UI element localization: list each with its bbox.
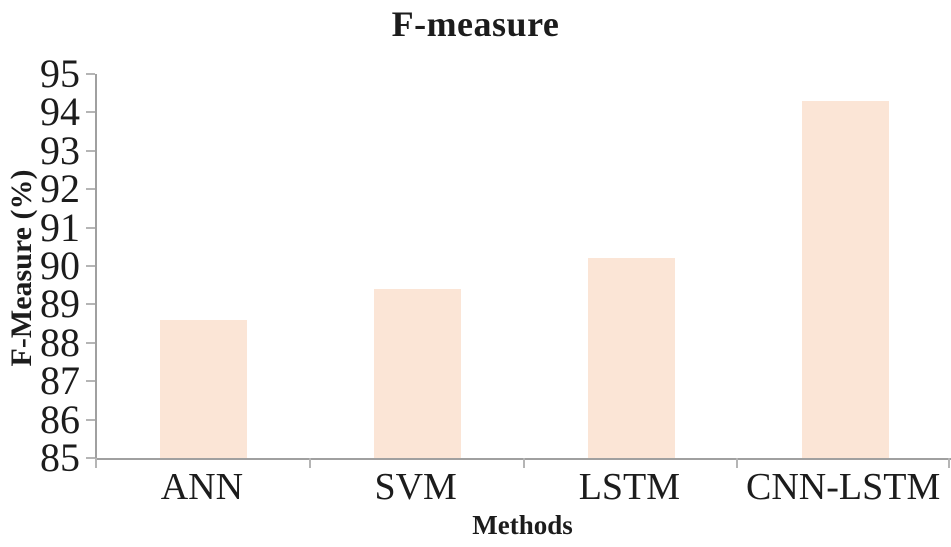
- y-tick-91: [86, 226, 95, 229]
- y-tick-88: [86, 341, 95, 344]
- y-tick-label-87: 87: [40, 358, 80, 404]
- y-tick-90: [86, 265, 95, 267]
- x-tick-boundary-1: [308, 458, 311, 468]
- x-tick-boundary-3: [736, 458, 739, 468]
- y-tick-label-88: 88: [40, 319, 80, 365]
- x-tick-label-ann: ANN: [160, 466, 244, 508]
- x-tick-label-lstm: LSTM: [578, 466, 681, 508]
- bar-cnn-lstm: [801, 100, 889, 458]
- y-tick-label-89: 89: [40, 281, 80, 327]
- x-tick-boundary-4: [948, 458, 950, 468]
- y-tick-93: [86, 149, 95, 152]
- y-tick-89: [86, 303, 95, 306]
- chart-title: F-measure: [391, 4, 560, 44]
- plot-area: [95, 74, 951, 460]
- y-tick-label-93: 93: [40, 127, 80, 173]
- x-axis-title: Methods: [472, 510, 573, 540]
- y-tick-label-94: 94: [40, 89, 80, 135]
- bar-lstm: [587, 258, 675, 458]
- bar-svm: [374, 289, 462, 458]
- y-tick-label-95: 95: [40, 51, 80, 96]
- y-tick-label-86: 86: [40, 396, 80, 442]
- y-tick-85: [86, 457, 95, 459]
- x-tick-label-cnn-lstm: CNN-LSTM: [746, 466, 941, 508]
- bar-ann: [160, 319, 248, 458]
- x-tick-boundary-2: [522, 458, 525, 468]
- y-tick-94: [86, 111, 95, 114]
- y-tick-label-85: 85: [40, 435, 80, 480]
- x-tick-label-svm: SVM: [374, 466, 457, 508]
- y-tick-95: [86, 73, 95, 75]
- y-tick-label-91: 91: [40, 204, 80, 250]
- y-tick-92: [86, 188, 95, 191]
- x-tick-boundary-0: [95, 458, 97, 468]
- y-tick-86: [86, 418, 95, 421]
- y-tick-87: [86, 380, 95, 383]
- y-tick-label-90: 90: [40, 243, 80, 288]
- y-tick-label-92: 92: [40, 166, 80, 212]
